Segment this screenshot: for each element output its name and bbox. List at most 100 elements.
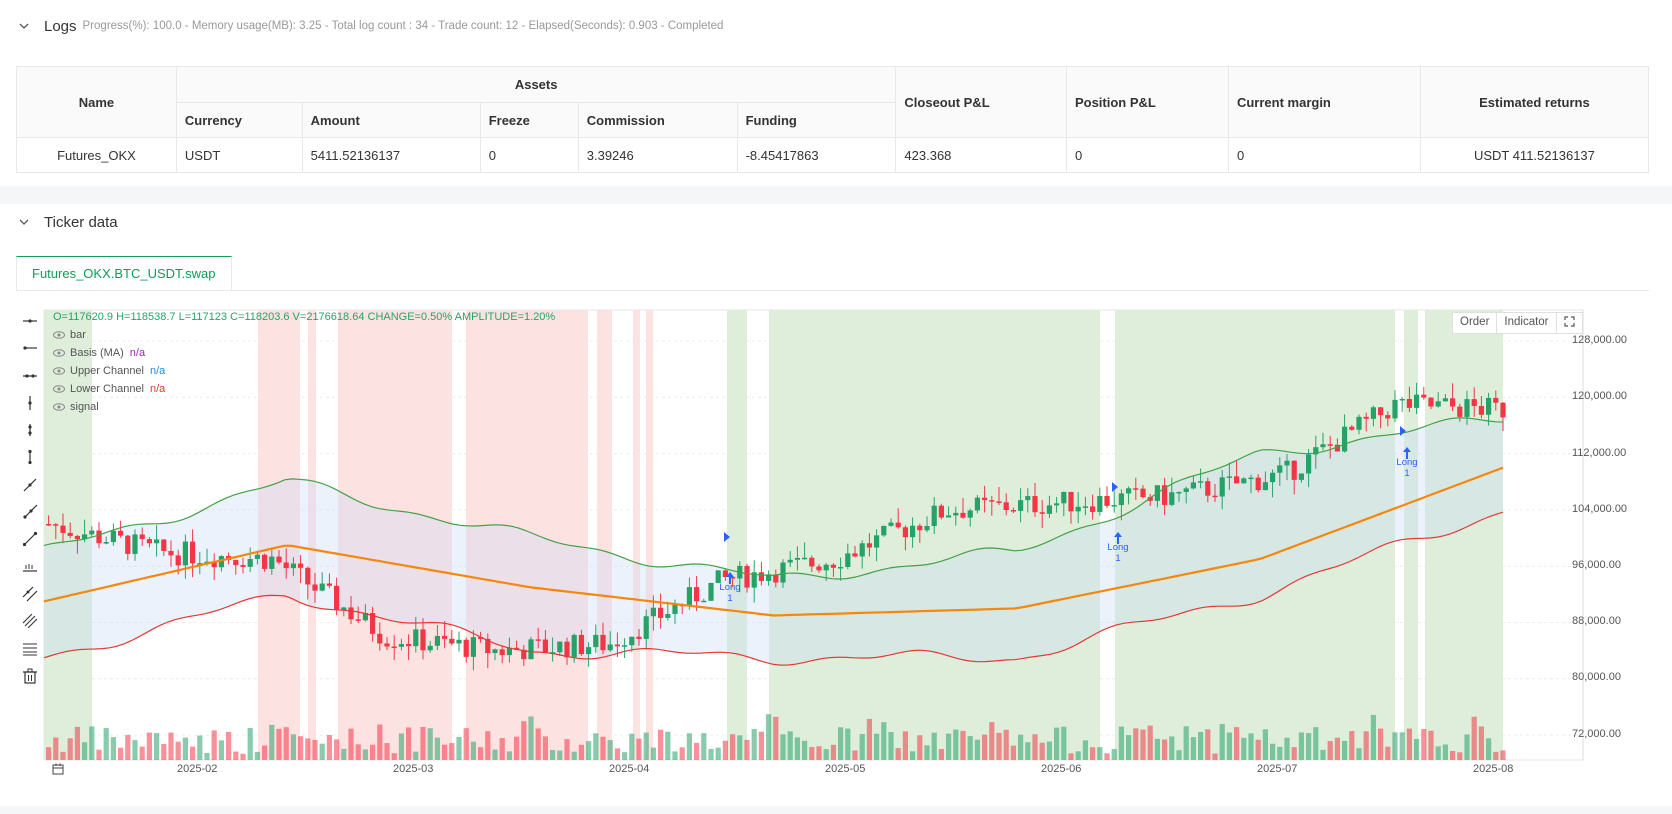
legend-value: n/a [129,347,146,359]
trend-line-icon[interactable] [18,472,42,498]
candle-body [506,647,512,656]
chevron-down-icon[interactable] [16,18,32,34]
indicator-button[interactable]: Indicator [1497,312,1557,334]
tab-btc-usdt-swap[interactable]: Futures_OKX.BTC_USDT.swap [16,256,232,291]
legend-item-lower-channel[interactable]: Lower Channel n/a [53,380,555,398]
volume-bar [960,730,966,760]
volume-bar [773,716,779,760]
horizontal-ray-icon[interactable] [18,335,42,361]
eye-icon[interactable] [53,385,65,393]
horizontal-line-icon[interactable] [18,308,42,334]
eye-icon[interactable] [53,331,65,339]
volume-bar [643,732,649,760]
ray-line-icon[interactable] [18,499,42,525]
legend-item-signal[interactable]: signal [53,398,555,416]
chevron-down-icon[interactable] [16,214,32,230]
candle-body [362,612,368,621]
volume-bar [1219,723,1225,760]
eye-icon[interactable] [53,367,65,375]
candle-body [802,557,808,560]
volume-bar [118,747,124,760]
volume-bar [1306,733,1312,760]
volume-bar [96,749,102,760]
candle-body [1176,491,1182,494]
volume-bar [1234,727,1240,760]
price-line-icon[interactable] [18,554,42,580]
volume-bar [636,738,642,760]
volume-bar [434,737,440,760]
volume-bar [1226,732,1232,760]
candle-body [550,652,556,654]
candle-body [326,583,332,586]
volume-bar [1054,727,1060,760]
candle-body [787,559,793,563]
volume-bar [550,749,556,760]
ticker-header[interactable]: Ticker data [16,210,118,234]
volume-bar [485,731,491,760]
candle-body [1298,473,1304,480]
candle-body [499,649,505,656]
col-position-pnl: Position P&L [1065,66,1229,138]
fib-channel-icon[interactable] [18,608,42,634]
parallel-channel-icon[interactable] [18,581,42,607]
eye-icon[interactable] [53,403,65,411]
volume-bar [593,733,599,760]
fib-retracement-icon[interactable] [18,636,42,662]
candle-body [1450,398,1456,407]
volume-bar [1010,745,1016,760]
trash-icon[interactable] [18,663,42,689]
volume-bar [139,746,145,760]
candle-body [1010,510,1016,512]
volume-bar [1241,737,1247,760]
candle-body [413,629,419,647]
legend-item-upper-channel[interactable]: Upper Channel n/a [53,362,555,380]
candle-body [463,639,469,657]
eye-icon[interactable] [53,349,65,357]
volume-bar [1435,746,1441,760]
volume-bar [67,738,73,760]
col-assets: Assets [175,66,897,103]
volume-bar [722,740,728,760]
entry-marker-icon [724,532,730,542]
candle-body [478,637,484,639]
candle-body [1363,416,1369,419]
legend-item-bar[interactable]: bar [53,326,555,344]
volume-bar [1471,716,1477,760]
candle-body [67,532,73,536]
col-estimated-returns: Estimated returns [1419,66,1650,138]
volume-bar [1255,739,1261,760]
vertical-segment-icon[interactable] [18,417,42,443]
volume-bar [60,751,66,760]
volume-bar [708,748,714,760]
candle-body [132,534,138,554]
volume-bar [74,726,80,760]
vertical-ray-icon[interactable] [18,444,42,470]
x-tick: 2025-06 [1041,763,1082,775]
vertical-line-icon[interactable] [18,390,42,416]
volume-bar [622,752,628,760]
y-tick: 128,000.00 [1572,334,1628,346]
order-button[interactable]: Order [1452,312,1498,334]
volume-bar [499,738,505,760]
logs-header[interactable]: Logs Progress(%): 100.0 - Memory usage(M… [16,14,723,38]
candle-body [103,542,109,544]
volume-bar [1493,751,1499,760]
price-chart[interactable]: O=117620.9 H=118538.7 L=117123 C=118203.… [0,300,1672,800]
cell-freeze: 0 [479,137,579,173]
segment-line-icon[interactable] [18,526,42,552]
calendar-icon[interactable] [52,762,64,780]
legend-item-basis[interactable]: Basis (MA) n/a [53,344,555,362]
volume-bar [989,722,995,760]
volume-bar [240,753,246,760]
candle-body [118,530,124,536]
candle-body [1111,505,1117,507]
volume-bar [355,744,361,760]
extended-line-icon[interactable] [18,363,42,389]
fullscreen-button[interactable] [1556,312,1583,334]
candle-body [917,525,923,531]
cell-commission: 3.39246 [577,137,738,173]
volume-bar [895,748,901,760]
candle-body [1378,407,1384,416]
candle-body [146,539,152,544]
chart-canvas[interactable] [0,300,1672,800]
